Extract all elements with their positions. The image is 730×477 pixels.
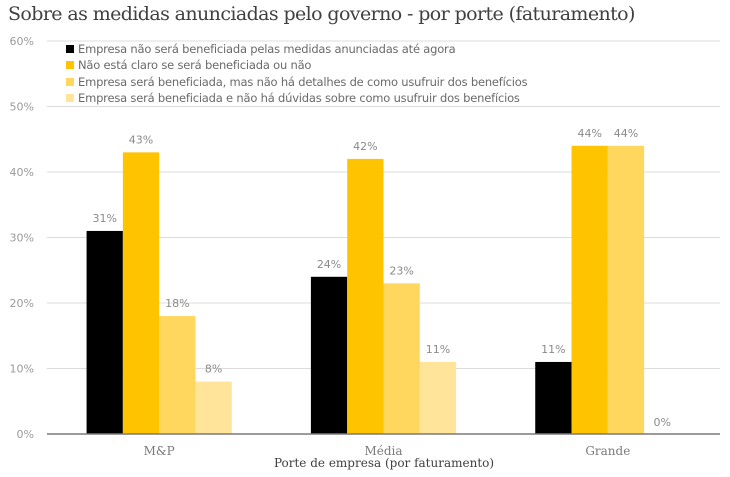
bar [195, 381, 232, 434]
data-label: 43% [129, 133, 153, 146]
bar [159, 316, 196, 434]
bar [571, 145, 608, 435]
legend-item: Não está claro se será beneficiada ou nã… [66, 57, 527, 73]
y-tick-label: 30% [10, 232, 34, 245]
bar [347, 158, 384, 434]
bars [86, 145, 645, 435]
y-tick-label: 20% [10, 297, 34, 310]
legend-swatch [66, 77, 74, 86]
y-tick-label: 50% [10, 101, 34, 114]
x-category-label: Grande [585, 444, 630, 458]
data-label: 18% [165, 297, 189, 310]
data-label: 11% [426, 343, 450, 356]
legend-label: Empresa será beneficiada e não há dúvida… [78, 90, 520, 105]
y-tick-label: 60% [10, 35, 34, 48]
bar [310, 276, 348, 434]
data-label: 44% [577, 127, 601, 140]
bar [607, 145, 645, 435]
x-category-label: M&P [144, 444, 175, 458]
data-label: 31% [92, 212, 116, 225]
legend-swatch [66, 61, 74, 70]
legend-swatch [66, 45, 74, 54]
x-axis-categories: M&P Média Grande [144, 444, 631, 458]
legend-item: Empresa será beneficiada e não há dúvida… [66, 90, 527, 106]
data-label: 42% [353, 140, 377, 153]
y-tick-label: 0% [17, 428, 34, 441]
legend: Empresa não será beneficiada pelas medid… [66, 41, 528, 106]
data-label: 44% [614, 127, 638, 140]
data-label: 24% [317, 258, 341, 271]
chart-title: Sobre as medidas anunciadas pelo governo… [8, 3, 635, 25]
x-axis-label: Porte de empresa (por faturamento) [274, 456, 494, 470]
legend-item: Empresa será beneficiada, mas não há det… [66, 74, 528, 90]
bar [86, 230, 123, 434]
data-label: 23% [389, 264, 413, 277]
legend-label: Não está claro se será beneficiada ou nã… [78, 58, 312, 73]
legend-item: Empresa não será beneficiada pelas medid… [66, 41, 527, 57]
legend-label: Empresa será beneficiada, mas não há det… [78, 74, 528, 89]
bar [122, 152, 160, 434]
bar [419, 361, 457, 434]
data-label: 0% [654, 416, 671, 429]
data-label: 8% [205, 363, 222, 376]
legend-swatch [66, 94, 74, 103]
y-tick-label: 10% [10, 363, 34, 376]
y-axis-ticks: 0% 10% 20% 30% 40% 50% 60% [10, 35, 34, 441]
data-label: 11% [541, 343, 565, 356]
legend-label: Empresa não será beneficiada pelas medid… [78, 42, 456, 56]
x-category-label: Média [364, 444, 402, 458]
bar [535, 361, 572, 434]
y-tick-label: 40% [10, 166, 34, 179]
data-labels: 31% 43% 18% 8% 24% 42% 23% 11% 11% 44% 44% 0% [92, 127, 671, 429]
bar [383, 283, 420, 434]
